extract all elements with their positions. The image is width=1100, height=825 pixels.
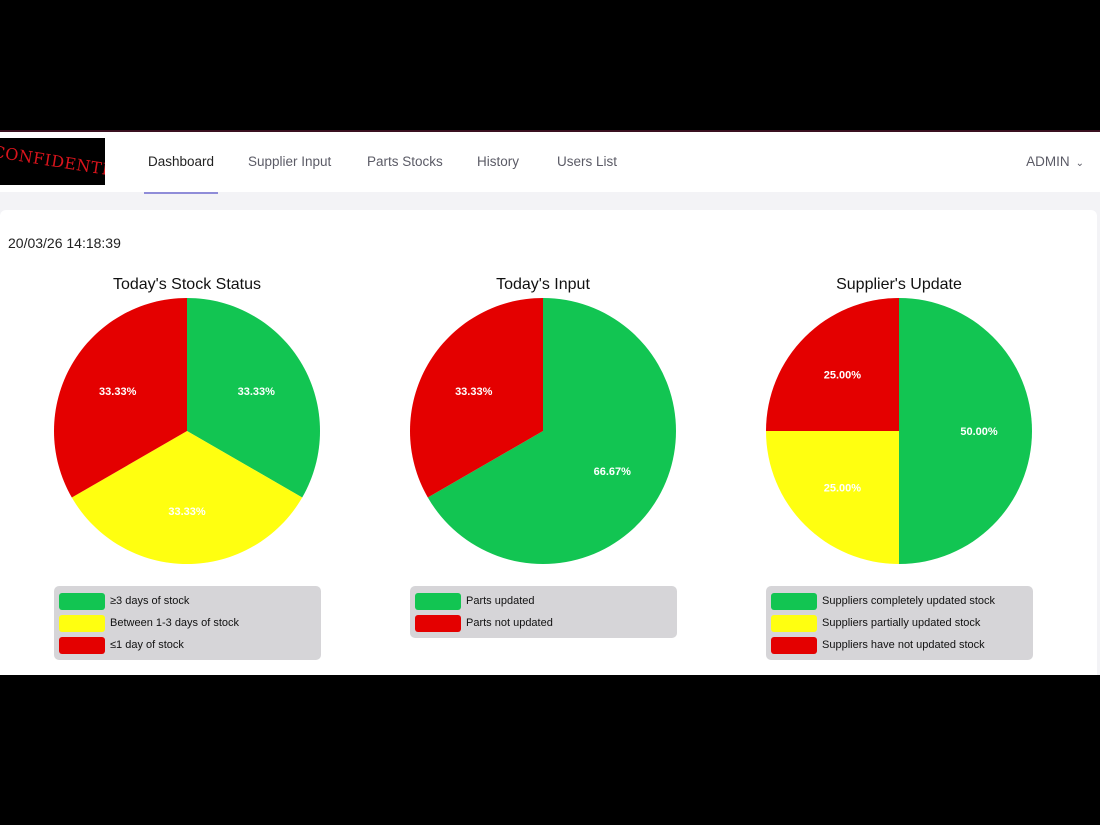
pie-chart: 66.67% 33.33% [409,298,676,564]
chart-title: Supplier's Update [836,276,962,293]
legend-item[interactable]: Suppliers partially updated stock [766,612,1033,634]
slice-label: 66.67% [594,466,632,478]
tab-parts-stocks[interactable]: Parts Stocks [367,154,443,169]
todays-input-chart: Today's Input 66.67% 33.33% Parts updated… [403,210,683,675]
legend-swatch [771,636,817,654]
legend-item[interactable]: ≤1 day of stock [54,634,321,656]
chart-title: Today's Input [496,276,590,293]
legend-label: Suppliers completely updated stock [822,595,996,607]
legend-item[interactable]: Suppliers completely updated stock [766,590,1033,612]
slice-label: 25.00% [824,483,862,495]
legend-swatch [415,592,461,610]
app-window: CONFIDENTIAL Dashboard Supplier Input Pa… [0,130,1100,675]
legend-swatch [771,614,817,632]
pie-slice[interactable] [71,431,303,564]
user-menu[interactable]: ADMIN ⌄ [1026,132,1084,192]
tab-history[interactable]: History [477,154,520,169]
dashboard-panel: 20/03/26 14:18:39 Today's Stock Status 3… [0,210,1097,675]
legend-item[interactable]: Between 1-3 days of stock [54,612,321,634]
tab-supplier-input[interactable]: Supplier Input [248,154,332,169]
chevron-down-icon: ⌄ [1075,158,1084,169]
tab-users-list[interactable]: Users List [557,154,618,169]
legend-label: ≤1 day of stock [110,639,184,651]
legend-label: Suppliers partially updated stock [822,617,981,629]
legend-label: Between 1-3 days of stock [110,617,240,629]
tab-dashboard[interactable]: Dashboard [144,132,219,194]
legend-item[interactable]: Suppliers have not updated stock [766,634,1033,656]
legend-label: ≥3 days of stock [110,595,190,607]
logo-text: CONFIDENTIAL [0,141,105,183]
pie-slice[interactable] [53,298,187,498]
slice-label: 33.33% [99,386,137,398]
chart-legend: Parts updated Parts not updated [410,586,677,638]
legend-item[interactable]: ≥3 days of stock [54,590,321,612]
legend-label: Parts not updated [466,617,553,629]
confidential-logo[interactable]: CONFIDENTIAL [0,138,105,185]
slice-label: 33.33% [455,386,493,398]
slice-label: 33.33% [238,386,276,398]
legend-swatch [59,592,105,610]
legend-swatch [415,614,461,632]
pie-slice[interactable] [427,298,676,564]
pie-slice[interactable] [766,431,899,564]
pie-chart: 33.33% 33.33% 33.33% [53,298,320,564]
user-name: ADMIN [1026,154,1070,169]
pie-slice[interactable] [187,298,320,498]
timestamp: 20/03/26 14:18:39 [8,235,121,251]
legend-label: Parts updated [466,595,535,607]
chart-title: Today's Stock Status [112,276,261,293]
slice-label: 25.00% [824,369,862,381]
suppliers-update-chart: Supplier's Update 50.00% 25.00% 25.00% Sup… [759,210,1039,675]
chart-legend: Suppliers completely updated stock Suppli… [766,586,1033,660]
slice-label: 50.00% [960,426,998,438]
legend-label: Suppliers have not updated stock [822,639,985,651]
legend-item[interactable]: Parts not updated [410,612,677,634]
pie-slice[interactable] [899,298,1032,564]
chart-legend: ≥3 days of stock Between 1-3 days of stoc… [54,586,321,660]
pie-slice[interactable] [766,298,899,431]
slice-label: 33.33% [168,506,206,518]
legend-swatch [771,592,817,610]
stock-status-chart: Today's Stock Status 33.33% 33.33% 33.33% … [47,210,327,675]
top-navbar: CONFIDENTIAL Dashboard Supplier Input Pa… [0,132,1100,194]
legend-item[interactable]: Parts updated [410,590,677,612]
legend-swatch [59,636,105,654]
legend-swatch [59,614,105,632]
pie-slice[interactable] [409,298,543,498]
pie-chart: 50.00% 25.00% 25.00% [766,298,1032,564]
